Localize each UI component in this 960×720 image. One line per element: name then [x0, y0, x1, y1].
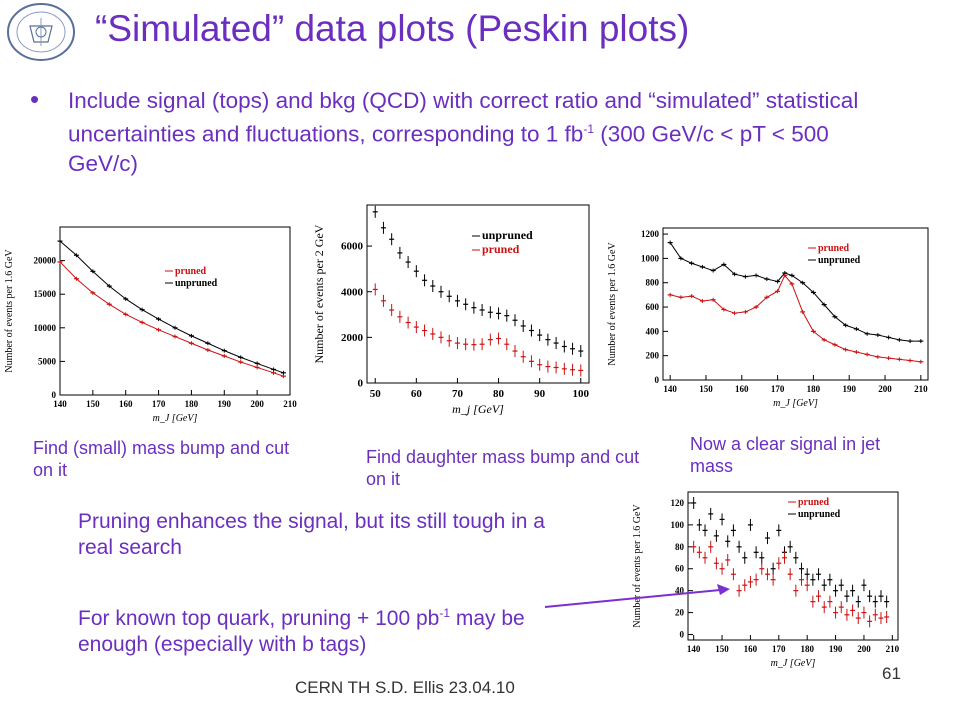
y-tick-label: 2000 [341, 332, 364, 344]
chart-pruned-vs-unpruned-top-mass: 140 150 160 170 180 190 200 210 0 5000 10000 15000 2… [4, 226, 297, 424]
x-tick-label: 140 [663, 384, 677, 394]
x-axis-label: m_j [GeV] [452, 402, 504, 416]
plot-frame [687, 491, 899, 641]
x-tick-label: 140 [53, 399, 67, 409]
y-tick-label: 6000 [341, 241, 364, 253]
x-tick-label: 90 [534, 388, 546, 400]
series-line-unpruned [59, 240, 284, 374]
x-tick-label: 60 [411, 388, 423, 400]
x-tick-label: 210 [914, 384, 928, 394]
x-tick-label: 70 [452, 388, 464, 400]
y-tick-label: 0 [52, 390, 57, 400]
y-tick-label: 200 [646, 351, 660, 361]
x-tick-label: 140 [687, 644, 701, 654]
plot-frame [366, 204, 590, 384]
chart-jet-mass-100pb: 140 150 160 170 180 190 200 210 0 20 40 60 80 100 120 m… [632, 491, 900, 669]
y-tick-label: 0 [358, 378, 364, 390]
x-tick-label: 150 [699, 384, 713, 394]
y-axis-label: Number of events per 1.6 GeV [607, 242, 618, 366]
y-axis-label: Number of events per 1.6 GeV [4, 249, 15, 373]
series-line-pruned [670, 274, 921, 363]
y-tick-label: 0 [680, 630, 685, 640]
x-tick-label: 160 [744, 644, 758, 654]
chart-daughter-mass: 50 60 70 80 90 100 0 2000 4000 6000 m_j [GeV] Numbe… [312, 204, 590, 416]
y-tick-label: 1200 [641, 229, 660, 239]
y-tick-label: 15000 [34, 289, 57, 299]
pruning-enhances-text: Pruning enhances the signal, but its sti… [78, 510, 545, 559]
y-tick-label: 0 [655, 375, 660, 385]
legend-label-pruned: pruned [482, 242, 520, 256]
plot-frame [662, 227, 929, 381]
slide-title: “Simulated” data plots (Peskin plots) [95, 8, 690, 49]
legend-label-unpruned: unpruned [482, 228, 533, 242]
x-tick-label: 160 [119, 399, 133, 409]
x-tick-label: 190 [218, 399, 232, 409]
y-tick-label: 100 [671, 520, 685, 530]
y-tick-label: 60 [675, 564, 685, 574]
y-tick-label: 40 [675, 586, 685, 596]
x-axis-label: m_J [GeV] [771, 658, 816, 669]
x-tick-label: 160 [735, 384, 749, 394]
known-top-quark-superscript: -1 [439, 606, 450, 620]
x-tick-label: 210 [283, 399, 297, 409]
x-axis-label: m_J [GeV] [773, 398, 818, 409]
x-tick-label: 170 [152, 399, 166, 409]
y-tick-label: 5000 [38, 356, 57, 366]
y-tick-label: 800 [646, 278, 660, 288]
x-tick-label: 200 [878, 384, 892, 394]
y-tick-label: 600 [646, 302, 660, 312]
x-axis-label: m_J [GeV] [153, 413, 198, 424]
x-tick-label: 180 [185, 399, 199, 409]
x-tick-label: 190 [829, 644, 843, 654]
chart-jet-mass-signal: 140 150 160 170 180 190 200 210 0 200 400 600 800 100… [607, 227, 929, 409]
known-top-quark-text: For known top quark, pruning + 100 pb-1 … [78, 600, 578, 658]
x-tick-label: 150 [86, 399, 100, 409]
bullet-text-main: Include signal (tops) and bkg (QCD) with… [68, 88, 859, 147]
y-tick-label: 80 [675, 542, 685, 552]
series-line-pruned [59, 261, 284, 377]
x-tick-label: 180 [807, 384, 821, 394]
known-top-quark-main: For known top quark, pruning + 100 pb [78, 607, 440, 630]
legend-label-pruned: pruned [798, 497, 830, 508]
x-tick-label: 190 [842, 384, 856, 394]
caption-small-mass-bump: Find (small) mass bump and cut on it [33, 438, 290, 480]
y-tick-label: 20000 [34, 256, 57, 266]
y-tick-label: 20 [675, 608, 685, 618]
bullet-text-superscript: -1 [583, 122, 594, 136]
bullet-text: Include signal (tops) and bkg (QCD) with… [68, 86, 868, 178]
x-tick-label: 180 [800, 644, 814, 654]
x-tick-label: 50 [370, 388, 382, 400]
university-seal-logo [7, 3, 75, 61]
y-tick-label: 120 [671, 498, 685, 508]
legend-label-pruned: pruned [175, 266, 207, 277]
x-tick-label: 80 [493, 388, 505, 400]
x-tick-label: 170 [771, 384, 785, 394]
caption-daughter-mass-bump: Find daughter mass bump and cut on it [366, 447, 640, 489]
y-axis-label: Number of events per 1.6 GeV [632, 504, 643, 628]
x-tick-label: 200 [250, 399, 264, 409]
x-tick-label: 100 [573, 388, 590, 400]
series-line-unpruned [669, 242, 921, 342]
known-top-quark-rest: may be enough (especially with b tags) [78, 607, 525, 656]
x-tick-label: 170 [772, 644, 786, 654]
x-tick-label: 210 [886, 644, 900, 654]
slide-number: 61 [882, 664, 901, 683]
x-tick-label: 200 [857, 644, 871, 654]
y-axis-label: Number of events per 2 GeV [312, 224, 326, 363]
x-tick-label: 150 [715, 644, 729, 654]
y-tick-label: 1000 [641, 253, 660, 263]
footer-text: CERN TH S.D. Ellis 23.04.10 [295, 678, 515, 697]
bullet-text-range: (300 GeV/c < pT < 500 GeV/c) [68, 121, 829, 176]
legend-label-unpruned: unpruned [818, 255, 861, 266]
legend-label-unpruned: unpruned [175, 278, 218, 289]
pointer-arrow [544, 584, 730, 608]
legend-label-pruned: pruned [818, 243, 850, 254]
y-tick-label: 4000 [341, 286, 364, 298]
bullet-marker: • [30, 84, 40, 114]
y-tick-label: 400 [646, 326, 660, 336]
plot-frame [59, 226, 291, 396]
y-tick-label: 10000 [34, 323, 57, 333]
legend-label-unpruned: unpruned [798, 509, 841, 520]
caption-clear-signal: Now a clear signal in jet mass [690, 434, 881, 476]
